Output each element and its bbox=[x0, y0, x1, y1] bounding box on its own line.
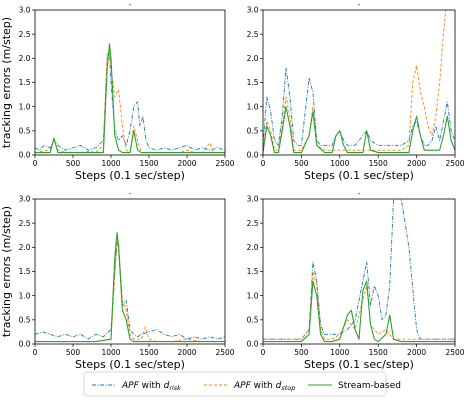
x-tick-label: 500 bbox=[66, 348, 81, 357]
legend-label: Stream-based bbox=[338, 381, 401, 391]
x-tick-label: 2500 bbox=[215, 348, 234, 357]
axes-frame bbox=[262, 198, 456, 345]
y-tick-label: 1.0 bbox=[19, 291, 31, 300]
subplot-2: 0 500 1000 1500 2000 2500 0.0 0.5 1.0 1.5 2.0 2.5 3.… bbox=[247, 1, 465, 182]
x-tick-label: 2500 bbox=[445, 159, 464, 168]
y-tick-label: 3.0 bbox=[19, 195, 31, 204]
x-axis-label: Steps (0.1 sec/step) bbox=[75, 169, 185, 182]
y-tick-label: 1.0 bbox=[19, 102, 31, 111]
subplot-title: - bbox=[358, 1, 361, 9]
series-line-2 bbox=[263, 10, 455, 151]
x-tick-label: 0 bbox=[33, 348, 38, 357]
y-tick-label: 0.5 bbox=[247, 127, 259, 136]
y-tick-label: 0.0 bbox=[19, 340, 31, 349]
x-tick-label: 1000 bbox=[330, 159, 349, 168]
subplot-title: - bbox=[358, 190, 361, 198]
x-tick-label: 500 bbox=[66, 159, 81, 168]
subplot-title: - bbox=[129, 190, 132, 198]
series-line-2 bbox=[35, 237, 225, 343]
subplot-3: 0 500 1000 1500 2000 2500 0.0 0.5 1.0 1.5 2.0 2.5 3.… bbox=[0, 190, 235, 371]
x-tick-label: 0 bbox=[261, 159, 266, 168]
x-tick-label: 2000 bbox=[177, 348, 196, 357]
subplot-title: - bbox=[129, 1, 132, 9]
y-tick-label: 0.5 bbox=[19, 316, 31, 325]
x-tick-label: 1500 bbox=[369, 159, 388, 168]
series-line-2 bbox=[35, 50, 225, 154]
series-line-2 bbox=[263, 271, 455, 340]
legend-box bbox=[83, 371, 387, 397]
axes-frame bbox=[34, 9, 226, 156]
series-line-1 bbox=[35, 53, 225, 151]
x-tick-label: 1500 bbox=[139, 159, 158, 168]
x-tick-label: 0 bbox=[33, 159, 38, 168]
series-line-3 bbox=[263, 280, 455, 343]
axes-frame bbox=[262, 9, 456, 156]
y-tick-label: 0.0 bbox=[247, 340, 259, 349]
y-tick-label: 2.0 bbox=[247, 54, 259, 63]
legend-entry-1: APF with drisk bbox=[92, 381, 181, 392]
x-tick-label: 1000 bbox=[101, 159, 120, 168]
subplot-4: 0 500 1000 1500 2000 2500 0.0 0.5 1.0 1.5 2.0 2.5 3.… bbox=[247, 190, 465, 371]
legend-entry-2: APF with dstop bbox=[204, 381, 295, 392]
series-line-3 bbox=[35, 43, 225, 154]
y-tick-label: 3.0 bbox=[247, 6, 259, 15]
x-tick-label: 1000 bbox=[330, 348, 349, 357]
x-tick-label: 2500 bbox=[215, 159, 234, 168]
legend-label: APF with drisk bbox=[121, 381, 181, 392]
y-tick-label: 2.5 bbox=[247, 219, 259, 228]
x-axis-label: Steps (0.1 sec/step) bbox=[75, 358, 185, 371]
y-tick-label: 2.5 bbox=[19, 219, 31, 228]
x-tick-label: 2000 bbox=[177, 159, 196, 168]
x-tick-label: 2500 bbox=[445, 348, 464, 357]
y-tick-label: 2.5 bbox=[247, 30, 259, 39]
subplot-1: 0 500 1000 1500 2000 2500 0.0 0.5 1.0 1.5 2.0 2.5 3.… bbox=[0, 1, 235, 182]
x-tick-label: 0 bbox=[261, 348, 266, 357]
x-tick-label: 1000 bbox=[101, 348, 120, 357]
legend-entry-3: Stream-based bbox=[308, 381, 401, 391]
x-axis-label: Steps (0.1 sec/step) bbox=[304, 358, 414, 371]
y-tick-label: 2.0 bbox=[247, 243, 259, 252]
y-tick-label: 1.0 bbox=[247, 102, 259, 111]
y-tick-label: 1.5 bbox=[19, 78, 31, 87]
y-tick-label: 0.5 bbox=[19, 127, 31, 136]
y-tick-label: 1.0 bbox=[247, 291, 259, 300]
y-tick-label: 1.5 bbox=[247, 78, 259, 87]
axes-frame bbox=[34, 198, 226, 345]
y-tick-label: 2.0 bbox=[19, 54, 31, 63]
series-line-3 bbox=[263, 106, 455, 154]
series-line-1 bbox=[263, 199, 455, 340]
y-tick-label: 0.0 bbox=[19, 151, 31, 160]
y-tick-label: 3.0 bbox=[247, 195, 259, 204]
x-axis-label: Steps (0.1 sec/step) bbox=[304, 169, 414, 182]
series-line-1 bbox=[263, 67, 455, 146]
x-tick-label: 1500 bbox=[139, 348, 158, 357]
y-tick-label: 0.5 bbox=[247, 316, 259, 325]
x-tick-label: 500 bbox=[294, 159, 309, 168]
legend-label: APF with dstop bbox=[233, 381, 295, 392]
legend: APF with drisk APF with dstop Stream-based bbox=[83, 371, 401, 397]
y-axis-label: tracking errors (m/step) bbox=[0, 17, 13, 148]
y-tick-label: 2.0 bbox=[19, 243, 31, 252]
series-line-3 bbox=[35, 232, 225, 343]
x-tick-label: 2000 bbox=[407, 159, 426, 168]
x-tick-label: 1500 bbox=[369, 348, 388, 357]
y-tick-label: 2.5 bbox=[19, 30, 31, 39]
y-axis-label: tracking errors (m/step) bbox=[0, 206, 13, 337]
y-tick-label: 0.0 bbox=[247, 151, 259, 160]
y-tick-label: 1.5 bbox=[247, 267, 259, 276]
y-tick-label: 3.0 bbox=[19, 6, 31, 15]
x-tick-label: 500 bbox=[294, 348, 309, 357]
series-line-1 bbox=[35, 242, 225, 340]
x-tick-label: 2000 bbox=[407, 348, 426, 357]
y-tick-label: 1.5 bbox=[19, 267, 31, 276]
